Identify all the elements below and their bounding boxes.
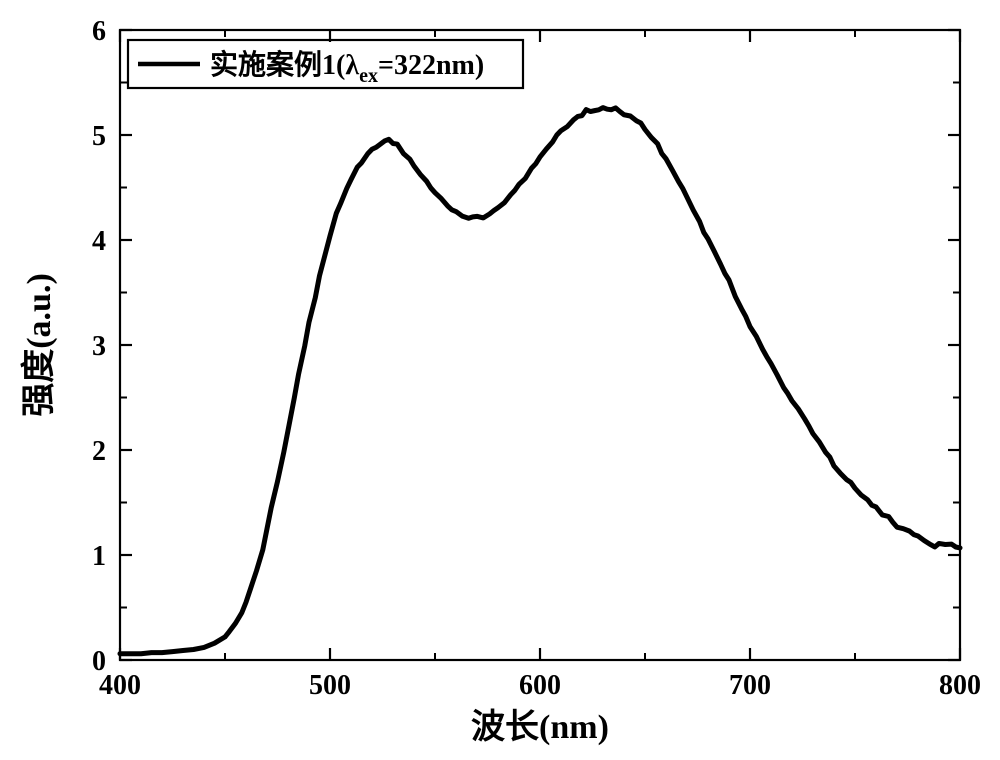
plot-border (120, 30, 960, 660)
svg-text:800: 800 (939, 670, 981, 701)
svg-text:700: 700 (729, 670, 771, 701)
svg-text:1: 1 (92, 541, 106, 572)
chart-container: 4005006007008000123456 实施案例1(λex=322nm) … (0, 0, 1000, 760)
svg-text:500: 500 (309, 670, 351, 701)
y-axis-label: 强度(a.u.) (20, 273, 58, 417)
svg-text:3: 3 (92, 331, 106, 362)
svg-text:6: 6 (92, 16, 106, 47)
svg-text:2: 2 (92, 436, 106, 467)
axis-ticks (120, 30, 960, 660)
data-series (120, 108, 960, 654)
svg-text:0: 0 (92, 646, 106, 677)
tick-labels: 4005006007008000123456 (92, 16, 981, 701)
spectrum-chart: 4005006007008000123456 实施案例1(λex=322nm) … (0, 0, 1000, 760)
series-case1 (120, 108, 960, 654)
legend: 实施案例1(λex=322nm) (128, 40, 523, 88)
legend-label: 实施案例1(λex=322nm) (210, 48, 484, 87)
svg-text:4: 4 (92, 226, 106, 257)
svg-text:600: 600 (519, 670, 561, 701)
svg-text:5: 5 (92, 121, 106, 152)
x-axis-label: 波长(nm) (471, 708, 609, 746)
